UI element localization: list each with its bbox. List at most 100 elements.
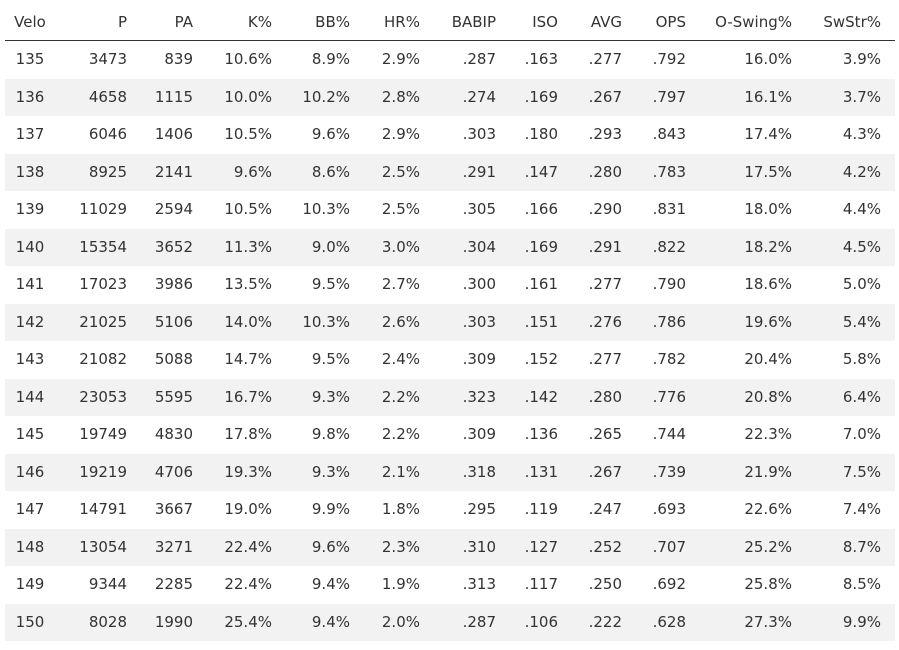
table-cell: 7.0%	[842, 425, 881, 443]
table-cell: 3.0%	[381, 237, 420, 256]
table-cell: 7.5%	[842, 462, 881, 481]
table-cell: 2.7%	[381, 275, 420, 293]
table-cell: .276	[588, 312, 622, 331]
header-cell: BABIP	[451, 13, 496, 31]
table-cell: .169	[524, 237, 558, 256]
table-cell: .318	[462, 462, 496, 481]
table-cell: .169	[524, 87, 558, 106]
table-cell: 2141	[154, 162, 193, 181]
table-cell: 4.4%	[842, 200, 881, 218]
table-cell: 3271	[154, 537, 193, 556]
table-cell: 148	[15, 537, 45, 556]
header-cell: O-Swing%	[715, 13, 792, 31]
table-cell: 3986	[154, 275, 193, 293]
table-cell: 1.8%	[381, 500, 420, 518]
table-cell: 137	[15, 125, 45, 143]
table-cell: 19.0%	[224, 500, 272, 518]
table-cell: 5.4%	[842, 312, 881, 331]
table-cell: .267	[588, 87, 622, 106]
table-cell: 8.9%	[311, 50, 350, 68]
table-cell: 149	[15, 575, 45, 593]
table-cell: .277	[588, 350, 622, 368]
table-cell: 9.5%	[311, 350, 350, 368]
table-cell: .300	[462, 275, 496, 293]
table-cell: 17.4%	[744, 125, 792, 143]
table-cell: 20.8%	[744, 387, 792, 406]
table-cell: 9.4%	[311, 612, 350, 631]
table-cell: 8028	[88, 612, 127, 631]
table-cell: 1.9%	[381, 575, 420, 593]
table-cell: .166	[524, 200, 558, 218]
table-cell: .161	[524, 275, 558, 293]
table-cell: .744	[652, 425, 686, 443]
header-cell: ISO	[532, 13, 558, 31]
table-cell: .119	[524, 500, 558, 518]
table-cell: .739	[652, 462, 686, 481]
table-cell: .250	[588, 575, 622, 593]
table-cell: .291	[588, 237, 622, 256]
table-cell: .147	[524, 162, 558, 181]
table-cell: 5106	[154, 312, 193, 331]
table-cell: .313	[462, 575, 496, 593]
table-cell: 10.5%	[224, 125, 272, 143]
table-cell: 6.4%	[842, 387, 881, 406]
table-cell: 25.4%	[224, 612, 272, 631]
table-cell: .127	[524, 537, 558, 556]
table-cell: 17023	[79, 275, 127, 293]
table-cell: 10.5%	[224, 200, 272, 218]
table-cell: 2.1%	[381, 462, 420, 481]
table-cell: 4.3%	[842, 125, 881, 143]
table-cell: .131	[524, 462, 558, 481]
table-cell: 9344	[88, 575, 127, 593]
table-cell: 135	[15, 50, 45, 68]
table-cell: 4.5%	[842, 237, 881, 256]
table-cell: 144	[15, 387, 45, 406]
table-cell: .323	[462, 387, 496, 406]
table-cell: 9.5%	[311, 275, 350, 293]
table-cell: 5.8%	[842, 350, 881, 368]
header-cell: K%	[247, 13, 272, 31]
table-cell: 2.0%	[381, 612, 420, 631]
table-cell: .290	[588, 200, 622, 218]
table-cell: 7.4%	[842, 500, 881, 518]
table-cell: 8.5%	[842, 575, 881, 593]
table-cell: 5.0%	[842, 275, 881, 293]
table-cell: 23053	[79, 387, 127, 406]
table-row	[5, 303, 895, 341]
table-row	[5, 603, 895, 641]
table-cell: 21025	[79, 312, 127, 331]
table-cell: 2285	[154, 575, 193, 593]
table-cell: 13054	[79, 537, 127, 556]
table-cell: .295	[462, 500, 496, 518]
table-cell: .786	[652, 312, 686, 331]
table-cell: 9.9%	[311, 500, 350, 518]
table-row	[5, 228, 895, 266]
table-cell: 2.9%	[381, 125, 420, 143]
table-cell: .792	[652, 50, 686, 68]
table-cell: .693	[652, 500, 686, 518]
table-cell: .180	[524, 125, 558, 143]
table-cell: .692	[652, 575, 686, 593]
table-cell: 22.4%	[224, 575, 272, 593]
table-cell: 20.4%	[744, 350, 792, 368]
table-cell: 16.1%	[744, 87, 792, 106]
table-cell: 145	[15, 425, 45, 443]
table-cell: .303	[462, 125, 496, 143]
table-cell: 9.3%	[311, 387, 350, 406]
header-cell: PA	[174, 13, 193, 31]
table-cell: .106	[524, 612, 558, 631]
table-cell: .277	[588, 50, 622, 68]
table-cell: 21.9%	[744, 462, 792, 481]
table-cell: .293	[588, 125, 622, 143]
table-cell: .277	[588, 275, 622, 293]
table-cell: 27.3%	[744, 612, 792, 631]
table-cell: 8.6%	[311, 162, 350, 181]
table-cell: .776	[652, 387, 686, 406]
table-cell: 19.3%	[224, 462, 272, 481]
table-row	[5, 78, 895, 116]
table-cell: .783	[652, 162, 686, 181]
table-cell: 19.6%	[744, 312, 792, 331]
header-cell: OPS	[655, 13, 686, 31]
table-cell: 2.5%	[381, 162, 420, 181]
